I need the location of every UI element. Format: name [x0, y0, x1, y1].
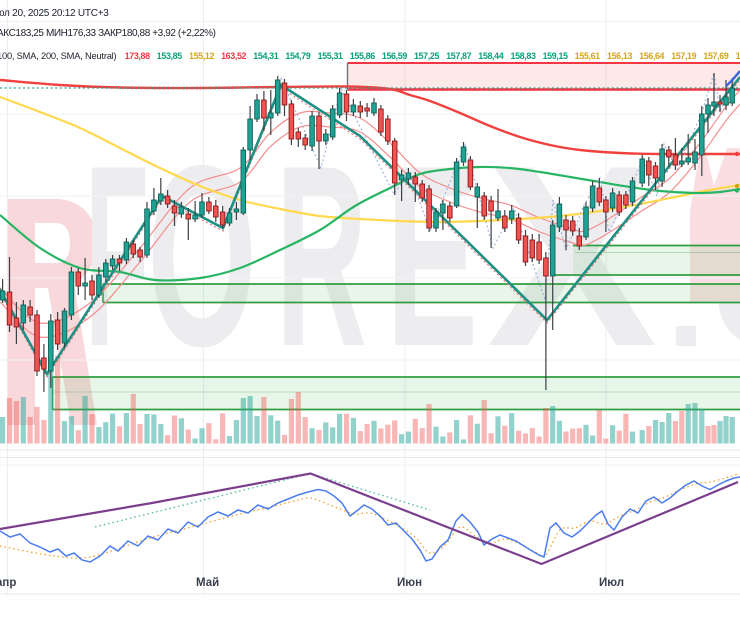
svg-text:157,8: 157,8: [736, 51, 740, 61]
svg-text:юл 20, 2025 20:12 UTC+3: юл 20, 2025 20:12 UTC+3: [0, 8, 109, 19]
svg-text:апр: апр: [0, 577, 16, 589]
svg-text:158,83: 158,83: [511, 51, 536, 61]
svg-text:156,64: 156,64: [639, 51, 664, 61]
svg-text:R: R: [276, 111, 367, 400]
svg-text:X: X: [487, 111, 658, 400]
svg-text:Май: Май: [196, 577, 219, 589]
svg-text:173,88: 173,88: [125, 51, 150, 61]
svg-text:Июн: Июн: [397, 577, 422, 589]
svg-text:157,87: 157,87: [446, 51, 471, 61]
svg-text:155,61: 155,61: [575, 51, 600, 61]
svg-text:156,59: 156,59: [382, 51, 407, 61]
svg-text:АКС183,25 МИН176,33 ЗАКР180,: АКС183,25 МИН176,33 ЗАКР180,88 +3,92 (+2…: [0, 28, 216, 39]
svg-text:Июл: Июл: [599, 577, 624, 589]
svg-text:159,15: 159,15: [543, 51, 568, 61]
svg-text:155,86: 155,86: [350, 51, 375, 61]
svg-text:154,79: 154,79: [285, 51, 310, 61]
svg-text:156,13: 156,13: [607, 51, 632, 61]
svg-text:157,19: 157,19: [671, 51, 696, 61]
svg-text:155,31: 155,31: [318, 51, 343, 61]
svg-text:157,69: 157,69: [703, 51, 728, 61]
svg-text:158,44: 158,44: [478, 51, 503, 61]
svg-text:155,12: 155,12: [189, 51, 214, 61]
svg-text:163,52: 163,52: [221, 51, 246, 61]
svg-text:100, SMA, 200, SMA, Neutral): 100, SMA, 200, SMA, Neutral): [0, 51, 117, 61]
svg-text:157,25: 157,25: [414, 51, 439, 61]
svg-text:O: O: [147, 111, 257, 400]
svg-text:153,85: 153,85: [157, 51, 182, 61]
svg-text:154,31: 154,31: [253, 51, 278, 61]
